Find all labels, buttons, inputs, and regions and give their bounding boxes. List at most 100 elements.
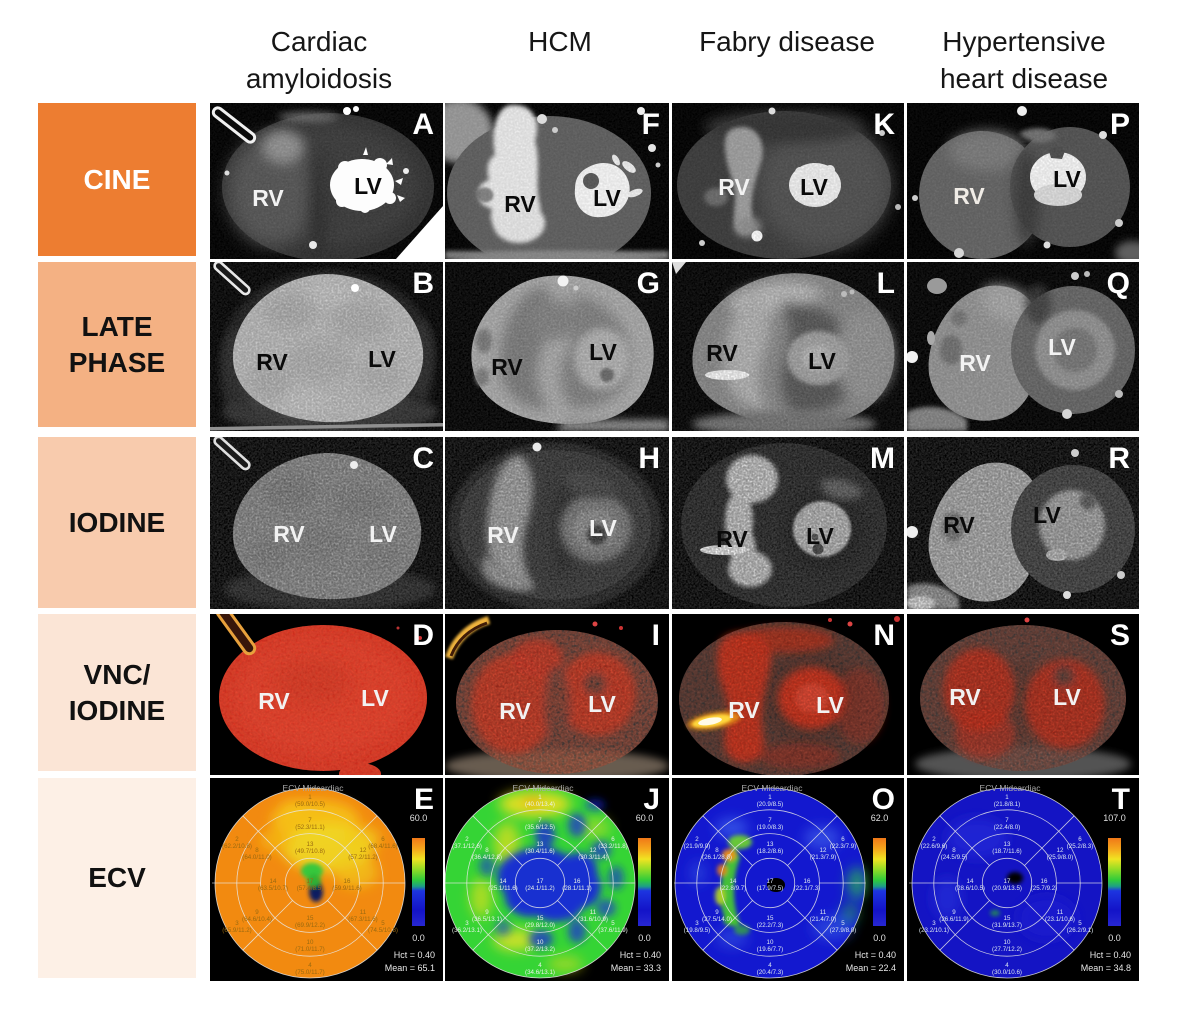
svg-text:RV: RV — [949, 684, 981, 710]
svg-text:RV: RV — [716, 526, 748, 552]
svg-text:(19.8/9.5): (19.8/9.5) — [684, 927, 710, 934]
svg-text:14: 14 — [500, 878, 507, 885]
svg-text:G: G — [637, 267, 660, 300]
svg-text:RV: RV — [491, 354, 523, 380]
svg-text:(33.2/11.8): (33.2/11.8) — [598, 843, 627, 850]
svg-text:LV: LV — [588, 691, 616, 717]
svg-text:(26.2/9.1): (26.2/9.1) — [1067, 927, 1093, 934]
svg-text:(31.9/13.7): (31.9/13.7) — [992, 922, 1022, 929]
svg-text:(21.9/9.0): (21.9/9.0) — [684, 843, 710, 850]
svg-text:Mean = 65.1: Mean = 65.1 — [385, 963, 435, 973]
svg-text:LV: LV — [816, 692, 844, 718]
svg-text:J: J — [643, 783, 660, 816]
svg-text:17: 17 — [537, 878, 544, 885]
svg-text:RV: RV — [487, 522, 519, 548]
svg-text:5: 5 — [841, 920, 845, 927]
svg-text:(68.4/11.6): (68.4/11.6) — [368, 843, 397, 850]
svg-text:S: S — [1110, 619, 1130, 652]
svg-text:107.0: 107.0 — [1103, 813, 1126, 823]
svg-text:(27.9/8.0): (27.9/8.0) — [830, 927, 856, 934]
svg-text:ECV Midcardiac: ECV Midcardiac — [980, 783, 1042, 793]
svg-text:(28.1/11.1): (28.1/11.1) — [562, 885, 591, 892]
svg-text:ECV Midcardiac: ECV Midcardiac — [742, 783, 804, 793]
svg-text:(67.3/11.6): (67.3/11.6) — [348, 916, 377, 923]
svg-text:LV: LV — [800, 174, 828, 200]
svg-text:M: M — [870, 442, 895, 475]
svg-text:(25.2/8.3): (25.2/8.3) — [1067, 843, 1093, 850]
svg-text:8: 8 — [715, 847, 719, 854]
svg-text:Mean = 34.8: Mean = 34.8 — [1081, 963, 1131, 973]
svg-text:12: 12 — [820, 847, 827, 854]
svg-text:LV: LV — [368, 346, 396, 372]
svg-text:LV: LV — [369, 521, 397, 547]
svg-text:15: 15 — [307, 915, 314, 922]
svg-text:(37.6/11.9): (37.6/11.9) — [598, 927, 627, 934]
svg-text:(19.6/7.7): (19.6/7.7) — [757, 946, 783, 953]
svg-text:(69.9/12.2): (69.9/12.2) — [295, 922, 325, 929]
svg-text:N: N — [873, 619, 895, 652]
svg-text:(19.0/8.3): (19.0/8.3) — [757, 824, 783, 831]
svg-text:(28.6/10.5): (28.6/10.5) — [955, 885, 985, 892]
svg-text:(57.2/11.2): (57.2/11.2) — [348, 854, 377, 861]
svg-text:(20.9/8.5): (20.9/8.5) — [757, 801, 783, 808]
svg-text:F: F — [642, 108, 660, 141]
svg-text:(21.8/8.1): (21.8/8.1) — [994, 801, 1020, 808]
svg-text:13: 13 — [307, 841, 314, 848]
svg-text:2: 2 — [235, 836, 239, 843]
svg-text:Hct = 0.40: Hct = 0.40 — [1090, 950, 1131, 960]
svg-text:15: 15 — [537, 915, 544, 922]
svg-text:13: 13 — [767, 841, 774, 848]
svg-text:(36.2/13.1): (36.2/13.1) — [452, 927, 482, 934]
svg-text:10: 10 — [767, 939, 774, 946]
svg-text:(49.7/10.8): (49.7/10.8) — [295, 848, 325, 855]
svg-text:7: 7 — [1005, 817, 1009, 824]
svg-text:1: 1 — [308, 794, 312, 801]
svg-text:LV: LV — [589, 515, 617, 541]
svg-text:6: 6 — [381, 836, 385, 843]
svg-text:RV: RV — [728, 697, 760, 723]
svg-text:16: 16 — [1041, 878, 1048, 885]
svg-text:8: 8 — [255, 847, 259, 854]
svg-text:(23.1/10.6): (23.1/10.6) — [1045, 916, 1075, 923]
svg-text:LV: LV — [1053, 684, 1081, 710]
svg-text:(17.9/7.5): (17.9/7.5) — [757, 885, 783, 892]
svg-text:2: 2 — [932, 836, 936, 843]
svg-text:14: 14 — [270, 878, 277, 885]
svg-text:ECV Midcardiac: ECV Midcardiac — [513, 783, 575, 793]
svg-text:(27.5/14.0): (27.5/14.0) — [702, 916, 732, 923]
svg-text:LV: LV — [593, 185, 621, 211]
svg-text:O: O — [872, 783, 895, 816]
svg-text:1: 1 — [1005, 794, 1009, 801]
svg-text:(64.6/10.4): (64.6/10.4) — [242, 916, 272, 923]
svg-text:Hct = 0.40: Hct = 0.40 — [855, 950, 896, 960]
svg-text:6: 6 — [611, 836, 615, 843]
svg-text:(22.8/9.7): (22.8/9.7) — [720, 885, 746, 892]
svg-text:(18.2/8.6): (18.2/8.6) — [757, 848, 783, 855]
svg-text:Mean = 33.3: Mean = 33.3 — [611, 963, 661, 973]
svg-text:0.0: 0.0 — [638, 933, 651, 943]
svg-text:13: 13 — [1004, 841, 1011, 848]
svg-text:7: 7 — [538, 817, 542, 824]
svg-text:LV: LV — [1048, 334, 1076, 360]
svg-text:(24.1/11.2): (24.1/11.2) — [525, 885, 554, 892]
svg-text:(22.1/7.3): (22.1/7.3) — [794, 885, 820, 892]
svg-text:(34.6/13.1): (34.6/13.1) — [525, 969, 555, 976]
svg-text:7: 7 — [308, 817, 312, 824]
svg-text:R: R — [1108, 442, 1130, 475]
svg-text:(35.6/12.5): (35.6/12.5) — [525, 824, 555, 831]
svg-text:RV: RV — [273, 521, 305, 547]
svg-text:3: 3 — [695, 920, 699, 927]
svg-text:(29.8/12.0): (29.8/12.0) — [525, 922, 555, 929]
svg-text:RV: RV — [499, 698, 531, 724]
svg-text:RV: RV — [706, 340, 738, 366]
svg-text:LV: LV — [361, 685, 389, 711]
svg-text:ECV Midcardiac: ECV Midcardiac — [283, 783, 345, 793]
svg-text:13: 13 — [537, 841, 544, 848]
svg-text:9: 9 — [255, 909, 259, 916]
svg-text:14: 14 — [730, 878, 737, 885]
svg-text:D: D — [412, 619, 434, 652]
svg-text:12: 12 — [360, 847, 367, 854]
svg-text:LV: LV — [806, 523, 834, 549]
svg-text:15: 15 — [1004, 915, 1011, 922]
svg-text:(25.9/8.0): (25.9/8.0) — [1047, 854, 1073, 861]
